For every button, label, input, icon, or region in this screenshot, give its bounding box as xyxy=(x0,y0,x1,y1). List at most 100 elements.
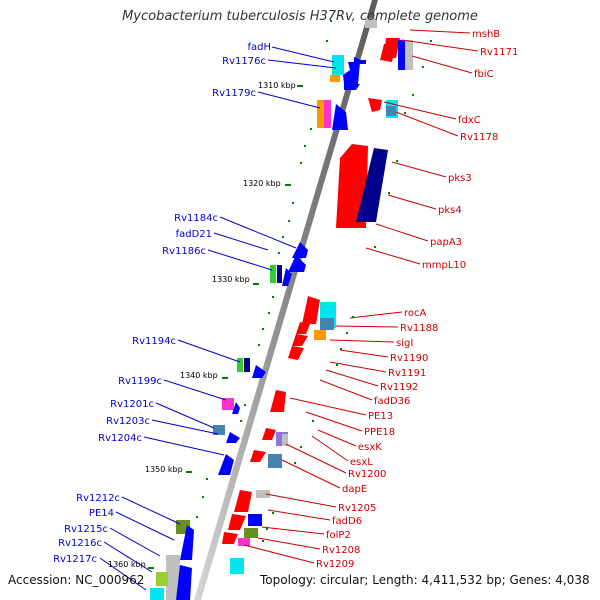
gene-label[interactable]: esxL xyxy=(350,457,373,468)
gene-box xyxy=(268,454,282,468)
gene-label[interactable]: dapE xyxy=(342,484,367,495)
gene-label[interactable]: Rv1194c xyxy=(132,336,176,347)
gene-box xyxy=(238,538,250,546)
gene-box xyxy=(277,265,282,283)
gene-label[interactable]: Rv1179c xyxy=(212,88,256,99)
gene-box xyxy=(230,558,244,574)
gene-box xyxy=(365,18,377,28)
gene-label[interactable]: Rv1199c xyxy=(118,376,162,387)
gene-arrow xyxy=(180,525,194,560)
gene-box xyxy=(324,100,331,128)
gene-label[interactable]: fbiC xyxy=(474,69,494,80)
gene-box xyxy=(244,528,258,538)
right-labels: mshB Rv1171 fbiC fdxC Rv1178 pks3 pks4 p… xyxy=(316,29,518,570)
gene-label[interactable]: PE13 xyxy=(368,411,393,422)
major-ticks xyxy=(148,85,303,569)
gene-label[interactable]: fadD6 xyxy=(332,516,362,527)
tick-label: 1350 kbp xyxy=(145,465,183,474)
gene-box xyxy=(270,265,276,283)
gene-arrow xyxy=(368,98,382,112)
gene-label[interactable]: Rv1188 xyxy=(400,323,438,334)
gene-label[interactable]: rocA xyxy=(404,308,427,319)
gene-box xyxy=(330,75,340,82)
gene-arrow xyxy=(234,490,252,512)
gene-label[interactable]: Rv1201c xyxy=(110,399,154,410)
gene-box xyxy=(237,358,243,372)
map-title: Mycobacterium tuberculosis H37Rv, comple… xyxy=(122,9,478,24)
gene-arrow xyxy=(262,428,276,440)
gene-label[interactable]: fadD21 xyxy=(176,229,212,240)
gene-label[interactable]: PPE18 xyxy=(364,427,395,438)
gene-label[interactable]: Rv1192 xyxy=(380,382,418,393)
gene-label[interactable]: Rv1191 xyxy=(388,368,426,379)
gene-label[interactable]: Rv1186c xyxy=(162,246,206,257)
gene-label[interactable]: papA3 xyxy=(430,237,462,248)
gene-label[interactable]: fdxC xyxy=(458,115,481,126)
gene-label[interactable]: Rv1212c xyxy=(76,493,120,504)
gene-arrow xyxy=(232,402,240,414)
gene-label[interactable]: pks3 xyxy=(448,173,472,184)
gene-label[interactable]: Rv1190 xyxy=(390,353,428,364)
gene-label[interactable]: fadH xyxy=(247,42,271,53)
gene-box xyxy=(398,40,406,70)
gene-box xyxy=(282,434,288,446)
gene-arrow xyxy=(226,432,240,443)
gene-arrow xyxy=(250,450,266,462)
gene-label[interactable]: Rv1176c xyxy=(222,56,266,67)
gene-label[interactable]: PE14 xyxy=(89,508,114,519)
gene-label[interactable]: Rv1217c xyxy=(53,554,97,565)
gene-box xyxy=(405,40,413,70)
genome-summary-text: Topology: circular; Length: 4,411,532 bp… xyxy=(260,573,590,587)
gene-box xyxy=(244,358,250,372)
gene-arrow xyxy=(356,148,388,222)
gene-label[interactable]: fadD36 xyxy=(374,396,410,407)
accession-text: Accession: NC_000962 xyxy=(8,573,145,587)
gene-arrow xyxy=(332,104,348,130)
gene-box xyxy=(156,572,168,586)
tick-label: 1320 kbp xyxy=(243,179,281,188)
tick-dots-right xyxy=(262,40,432,542)
gene-arrow xyxy=(282,268,292,286)
gene-arrow xyxy=(296,322,310,334)
gene-label[interactable]: Rv1204c xyxy=(98,433,142,444)
tick-label: 1360 kbp xyxy=(108,560,146,569)
gene-box xyxy=(317,100,325,128)
gene-label[interactable]: Rv1216c xyxy=(58,538,102,549)
gene-label[interactable]: Rv1208 xyxy=(322,545,360,556)
gene-label[interactable]: Rv1203c xyxy=(106,416,150,427)
gene-label[interactable]: Rv1184c xyxy=(174,213,218,224)
tick-label: 1330 kbp xyxy=(212,275,250,284)
left-leader-lines xyxy=(99,46,337,591)
gene-label[interactable]: Rv1215c xyxy=(64,524,108,535)
gene-arrow xyxy=(288,346,304,360)
tick-label: 1310 kbp xyxy=(258,81,296,90)
gene-label[interactable]: esxK xyxy=(358,442,382,453)
gene-label[interactable]: mmpL10 xyxy=(422,260,466,271)
reverse-strand-genes xyxy=(150,55,366,600)
gene-label[interactable]: mshB xyxy=(472,29,500,40)
gene-box xyxy=(150,588,164,600)
gene-label[interactable]: folP2 xyxy=(326,530,351,541)
gene-arrow xyxy=(292,242,308,258)
gene-box xyxy=(213,425,225,435)
gene-box xyxy=(248,514,262,526)
gene-label[interactable]: Rv1200 xyxy=(348,469,386,480)
right-leader-lines xyxy=(243,29,479,564)
gene-label[interactable]: Rv1209 xyxy=(316,559,354,570)
gene-arrow xyxy=(252,365,266,378)
tick-dots-left xyxy=(196,20,332,518)
gene-arrow xyxy=(222,532,238,544)
genome-backbone xyxy=(194,0,378,600)
gene-label[interactable]: Rv1205 xyxy=(338,503,376,514)
gene-label[interactable]: Rv1178 xyxy=(460,132,498,143)
gene-box xyxy=(314,330,326,340)
gene-arrow xyxy=(218,454,234,475)
gene-label[interactable]: sigI xyxy=(396,338,413,349)
gene-arrow xyxy=(302,296,320,324)
gene-arrow xyxy=(270,390,286,412)
gene-label[interactable]: Rv1171 xyxy=(480,47,518,58)
gene-box xyxy=(320,318,334,330)
gene-arrow xyxy=(176,565,192,600)
gene-arrow xyxy=(292,334,308,346)
gene-label[interactable]: pks4 xyxy=(438,205,462,216)
